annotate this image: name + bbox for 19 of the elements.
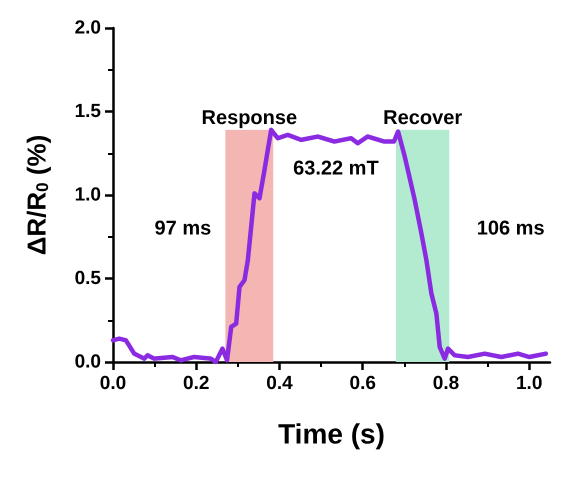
x-tick-label: 0.4 [266,373,294,394]
y-tick-label: 2.0 [74,18,101,38]
x-tick-label: 0.6 [350,373,376,394]
annotation: 97 ms [154,217,212,240]
line-series [110,128,548,364]
x-tick-label: 1.0 [516,373,542,394]
x-tick-label: 0.8 [432,373,460,394]
x-tick-label: 0.2 [183,373,210,394]
annotation: 63.22 mT [293,157,379,180]
y-axis-title: ΔR/R0 (%) [22,134,52,256]
y-tick-label: 1.0 [74,184,101,206]
band-label: Recover [383,106,462,129]
x-axis-title: Time (s) [278,418,385,450]
y-tick-label: 0.0 [74,352,101,372]
band-label: Response [202,106,298,129]
annotation: 106 ms [476,217,545,240]
y-tick-label: 1.5 [74,101,102,122]
x-tick-label: 0.0 [100,373,126,394]
y-tick-label: 0.5 [74,268,102,289]
